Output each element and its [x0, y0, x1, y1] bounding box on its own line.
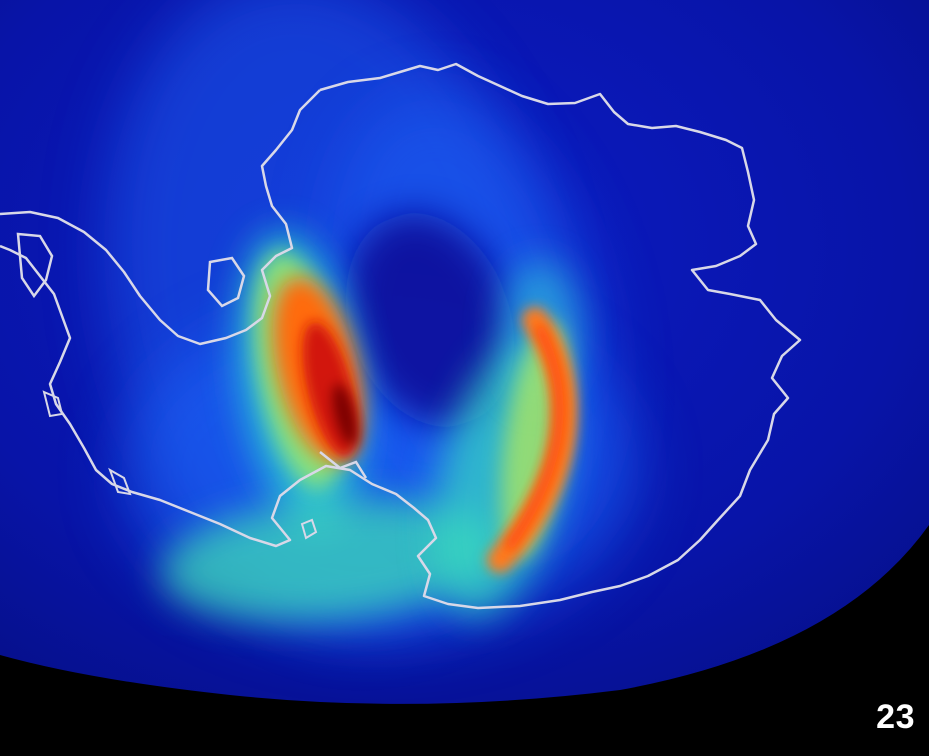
coast-small-island	[300, 518, 318, 540]
coast-island-2	[16, 232, 54, 299]
coast-island-1	[206, 256, 246, 308]
frame-number-label: 23	[876, 698, 915, 736]
antarctic-peninsula-coast	[0, 89, 321, 346]
coast-ross-inlet	[319, 451, 368, 479]
aurora-oval	[104, 0, 640, 640]
coast-west-detail	[42, 390, 132, 496]
antarctica-coastline	[0, 62, 802, 610]
